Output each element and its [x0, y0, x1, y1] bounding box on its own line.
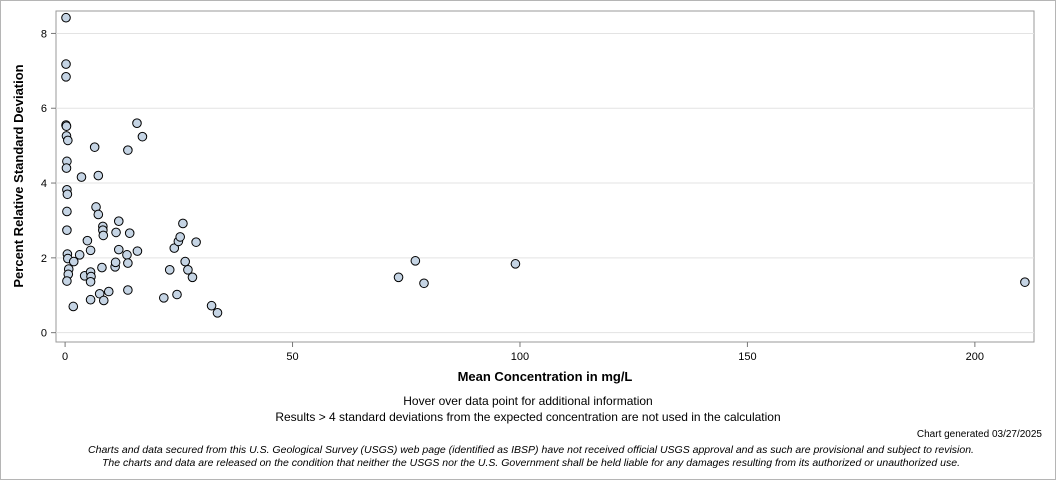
data-point[interactable] [137, 131, 148, 142]
data-point[interactable] [1020, 277, 1030, 287]
data-point[interactable] [85, 276, 96, 287]
y-tick-label: 8 [41, 28, 47, 40]
data-point[interactable] [111, 227, 121, 238]
data-point[interactable] [132, 246, 143, 256]
disclaimer-line-2: The charts and data are released on the … [102, 457, 960, 469]
data-point[interactable] [113, 216, 124, 226]
data-point[interactable] [187, 272, 198, 283]
data-point[interactable] [63, 135, 73, 146]
data-point[interactable] [159, 293, 169, 303]
data-point[interactable] [85, 245, 96, 256]
data-point[interactable] [110, 257, 121, 268]
x-tick-label: 0 [62, 351, 68, 363]
data-point[interactable] [62, 206, 72, 217]
x-axis-title: Mean Concentration in mg/L [458, 369, 633, 384]
data-point[interactable] [123, 285, 133, 295]
data-point[interactable] [93, 170, 104, 181]
data-point[interactable] [206, 300, 217, 311]
axes: 0 2 4 6 8 0 50 100 150 200 [41, 28, 984, 363]
data-point[interactable] [419, 278, 429, 289]
exclusion-note: Results > 4 standard deviations from the… [275, 410, 781, 424]
data-point[interactable] [61, 12, 71, 23]
data-point[interactable] [61, 121, 72, 131]
data-point[interactable] [103, 286, 114, 297]
data-point[interactable] [183, 265, 193, 275]
x-tick-label: 150 [738, 351, 756, 363]
y-tick-label: 0 [41, 328, 47, 340]
grid-lines [56, 32, 1034, 334]
data-point[interactable] [175, 232, 185, 242]
data-point[interactable] [172, 289, 182, 300]
y-tick-label: 2 [41, 253, 47, 265]
data-point[interactable] [123, 258, 133, 268]
data-point[interactable] [410, 256, 421, 266]
data-point[interactable] [180, 256, 190, 267]
data-point[interactable] [61, 72, 71, 82]
data-point[interactable] [178, 218, 188, 229]
data-point[interactable] [123, 145, 133, 155]
data-point[interactable] [76, 172, 87, 182]
data-point[interactable] [122, 250, 132, 260]
data-point[interactable] [74, 250, 85, 260]
data-point[interactable] [85, 294, 96, 305]
y-tick-label: 6 [41, 103, 47, 115]
data-point[interactable] [68, 301, 79, 312]
data-point[interactable] [113, 244, 124, 255]
x-tick-label: 100 [511, 351, 529, 363]
data-point[interactable] [82, 235, 93, 246]
data-point[interactable] [164, 265, 175, 275]
scatter-chart: 0 2 4 6 8 0 50 100 150 200 Mean Concentration in … [11, 10, 1035, 384]
data-point[interactable] [393, 272, 404, 283]
hover-note: Hover over data point for additional inf… [403, 394, 653, 408]
disclaimer-line-1: Charts and data secured from this U.S. G… [88, 444, 974, 456]
data-point[interactable] [62, 189, 73, 200]
y-tick-label: 4 [41, 178, 47, 190]
data-point[interactable] [93, 209, 104, 220]
data-point[interactable] [61, 163, 72, 173]
plot-area [55, 10, 1035, 343]
data-point[interactable] [98, 295, 109, 306]
data-point[interactable] [89, 142, 100, 152]
data-point[interactable] [68, 256, 79, 267]
x-tick-label: 50 [286, 351, 298, 363]
data-point[interactable] [124, 228, 135, 238]
data-point[interactable] [61, 59, 71, 69]
data-point[interactable] [132, 118, 142, 129]
data-point[interactable] [212, 308, 223, 318]
data-point[interactable] [98, 230, 109, 241]
data-point[interactable] [191, 237, 201, 247]
data-point[interactable] [62, 276, 72, 286]
data-points [61, 12, 1030, 318]
data-point[interactable] [97, 262, 107, 273]
chart-generated-date: Chart generated 03/27/2025 [916, 429, 1042, 440]
data-point[interactable] [62, 225, 72, 235]
y-axis-title: Percent Relative Standard Deviation [11, 64, 26, 287]
data-point[interactable] [510, 259, 521, 269]
x-tick-label: 200 [966, 351, 984, 363]
